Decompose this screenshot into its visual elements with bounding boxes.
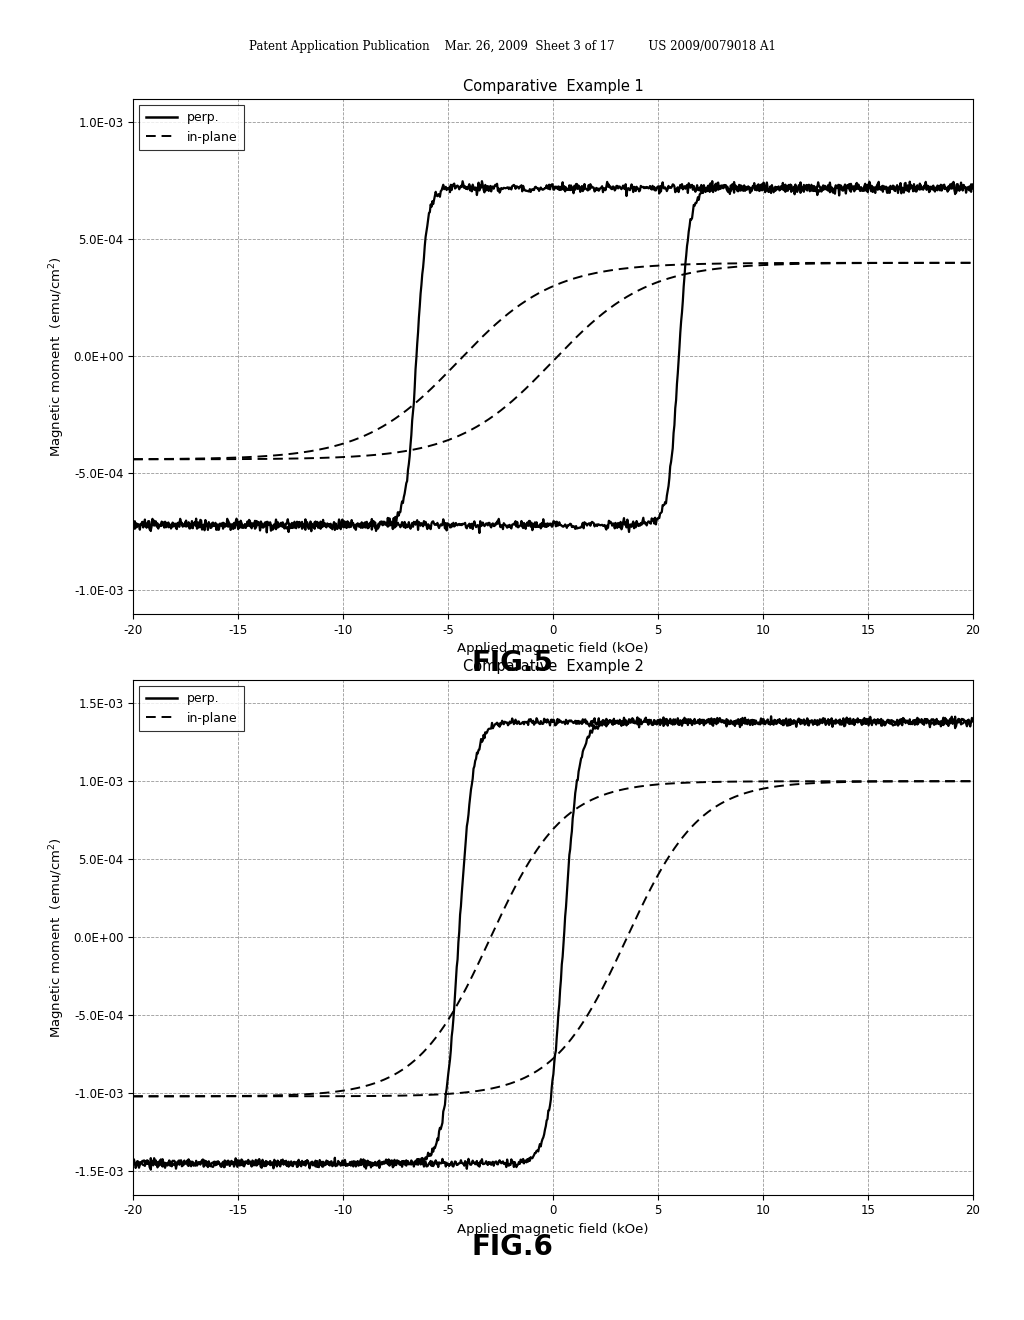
- X-axis label: Applied magnetic field (kOe): Applied magnetic field (kOe): [457, 642, 649, 655]
- Legend: perp., in-plane: perp., in-plane: [139, 106, 244, 150]
- Text: Patent Application Publication    Mar. 26, 2009  Sheet 3 of 17         US 2009/0: Patent Application Publication Mar. 26, …: [249, 40, 775, 53]
- Y-axis label: Magnetic moment  (emu/cm$^2$): Magnetic moment (emu/cm$^2$): [48, 837, 68, 1038]
- Y-axis label: Magnetic moment  (emu/cm$^2$): Magnetic moment (emu/cm$^2$): [48, 256, 68, 457]
- Title: Comparative  Example 2: Comparative Example 2: [463, 660, 643, 675]
- Title: Comparative  Example 1: Comparative Example 1: [463, 79, 643, 94]
- Text: FIG.5: FIG.5: [471, 648, 553, 677]
- X-axis label: Applied magnetic field (kOe): Applied magnetic field (kOe): [457, 1222, 649, 1236]
- Legend: perp., in-plane: perp., in-plane: [139, 686, 244, 731]
- Text: FIG.6: FIG.6: [471, 1233, 553, 1262]
